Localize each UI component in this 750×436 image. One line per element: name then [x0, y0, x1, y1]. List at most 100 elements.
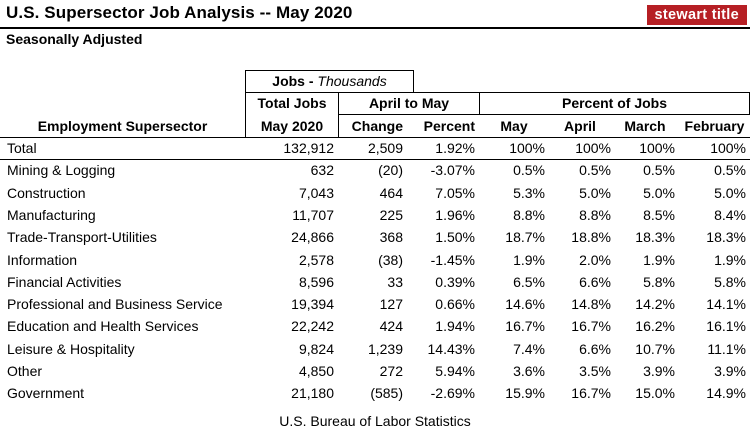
- cell-name: Information: [7, 251, 78, 268]
- cell-feb: 18.3%: [706, 229, 746, 246]
- cell-march: 5.8%: [643, 273, 675, 290]
- cell-total: 19,394: [291, 296, 334, 313]
- header-bottom-rule: [0, 137, 750, 138]
- cell-percent: 1.94%: [435, 318, 475, 335]
- stewart-title-logo: stewart title: [646, 5, 747, 25]
- cell-total: 7,043: [298, 184, 334, 201]
- source-note: U.S. Bureau of Labor Statistics: [279, 413, 471, 429]
- cell-total: 632: [310, 162, 334, 179]
- cell-feb: 5.8%: [714, 273, 746, 290]
- cell-april: 14.8%: [571, 296, 611, 313]
- april-to-may-header: April to May: [368, 95, 450, 111]
- cell-feb: 100%: [710, 140, 746, 156]
- cell-change: (38): [378, 251, 403, 268]
- february-header: February: [684, 118, 745, 134]
- cell-march: 15.0%: [635, 385, 675, 402]
- cell-april: 0.5%: [579, 162, 611, 179]
- jobs-thousands-header: Jobs - Thousands: [245, 73, 414, 89]
- page-title: U.S. Supersector Job Analysis -- May 202…: [6, 3, 353, 22]
- cell-march: 10.7%: [635, 340, 675, 357]
- cell-total: 132,912: [283, 140, 334, 156]
- cell-change: 272: [379, 363, 403, 379]
- cell-change: 2,509: [367, 140, 403, 156]
- cell-name: Total: [7, 140, 37, 156]
- cell-may: 3.6%: [513, 363, 545, 379]
- cell-feb: 14.9%: [706, 385, 746, 402]
- cell-total: 8,596: [298, 273, 334, 290]
- cell-may: 100%: [509, 140, 545, 156]
- cell-april: 3.5%: [579, 363, 611, 379]
- cell-march: 8.5%: [643, 206, 675, 223]
- cell-change: (20): [378, 162, 403, 179]
- may-header: May: [500, 118, 528, 134]
- cell-may: 6.5%: [513, 273, 545, 290]
- cell-april: 8.8%: [579, 206, 611, 223]
- cell-change: 225: [379, 206, 403, 223]
- employment-supersector-header: Employment Supersector: [37, 118, 208, 134]
- thousands-label: Thousands: [317, 73, 387, 89]
- cell-april: 100%: [575, 140, 611, 156]
- cell-percent: -1.45%: [430, 251, 475, 268]
- cell-percent: 1.50%: [435, 229, 475, 246]
- cell-name: Financial Activities: [7, 273, 122, 290]
- cell-percent: 0.66%: [435, 296, 475, 313]
- cell-feb: 1.9%: [714, 251, 746, 268]
- cell-total: 9,824: [298, 340, 334, 357]
- cell-april: 18.8%: [571, 229, 611, 246]
- change-header: Change: [351, 118, 403, 134]
- cell-feb: 3.9%: [714, 363, 746, 379]
- cell-april: 6.6%: [579, 273, 611, 290]
- cell-may: 8.8%: [513, 206, 545, 223]
- cell-total: 22,242: [291, 318, 334, 335]
- cell-total: 11,707: [292, 206, 334, 223]
- title-divider: [0, 27, 750, 29]
- march-header: March: [624, 118, 666, 134]
- cell-may: 1.9%: [513, 251, 545, 268]
- cell-name: Education and Health Services: [7, 318, 199, 335]
- april-header: April: [564, 118, 596, 134]
- cell-may: 18.7%: [505, 229, 545, 246]
- cell-percent: 5.94%: [435, 363, 475, 379]
- cell-name: Government: [7, 385, 85, 402]
- cell-change: 33: [387, 273, 403, 290]
- cell-percent: 7.05%: [435, 184, 475, 201]
- cell-march: 100%: [639, 140, 675, 156]
- cell-percent: 0.39%: [435, 273, 475, 290]
- cell-feb: 0.5%: [714, 162, 746, 179]
- cell-percent: -3.07%: [430, 162, 475, 179]
- jobs-label: Jobs -: [272, 73, 318, 89]
- cell-april: 5.0%: [579, 184, 611, 201]
- cell-change: 127: [379, 296, 403, 313]
- cell-april: 6.6%: [579, 340, 611, 357]
- cell-feb: 16.1%: [706, 318, 746, 335]
- cell-total: 21,180: [291, 385, 334, 402]
- cell-may: 7.4%: [513, 340, 545, 357]
- cell-march: 16.2%: [635, 318, 675, 335]
- cell-march: 18.3%: [635, 229, 675, 246]
- percent-header: Percent: [423, 118, 475, 134]
- cell-april: 16.7%: [571, 385, 611, 402]
- cell-may: 0.5%: [513, 162, 545, 179]
- cell-total: 4,850: [298, 363, 334, 379]
- cell-change: (585): [370, 385, 403, 402]
- cell-change: 464: [379, 184, 403, 201]
- cell-march: 3.9%: [643, 363, 675, 379]
- cell-percent: 1.92%: [435, 140, 475, 156]
- cell-name: Manufacturing: [7, 206, 96, 223]
- cell-percent: -2.69%: [430, 385, 475, 402]
- cell-feb: 11.1%: [707, 340, 746, 357]
- cell-percent: 1.96%: [435, 206, 475, 223]
- cell-name: Leisure & Hospitality: [7, 340, 135, 357]
- cell-march: 0.5%: [643, 162, 675, 179]
- cell-feb: 8.4%: [714, 206, 746, 223]
- cell-march: 1.9%: [643, 251, 675, 268]
- cell-change: 368: [379, 229, 403, 246]
- total-row-rule: [0, 159, 750, 160]
- percent-of-jobs-header: Percent of Jobs: [561, 95, 668, 111]
- cell-april: 2.0%: [579, 251, 611, 268]
- cell-total: 24,866: [291, 229, 334, 246]
- cell-name: Trade-Transport-Utilities: [7, 229, 157, 246]
- may-2020-header: May 2020: [260, 118, 324, 134]
- cell-name: Other: [7, 363, 43, 379]
- cell-march: 5.0%: [643, 184, 675, 201]
